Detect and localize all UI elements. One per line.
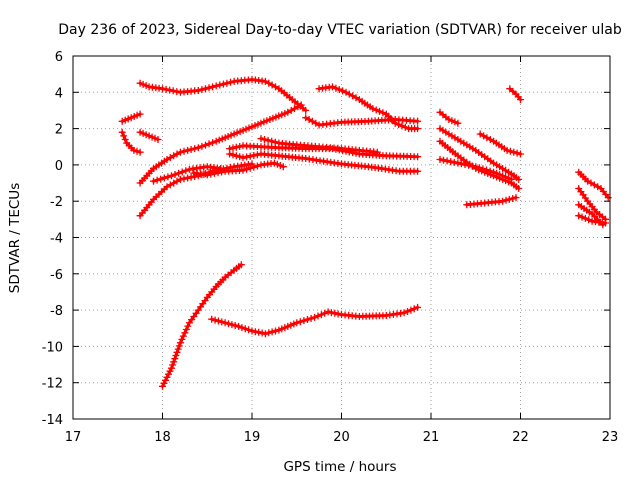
series-track-s20 (478, 132, 522, 156)
series-markers-s24 (575, 185, 609, 223)
series-markers-s8 (190, 159, 287, 179)
y-tick-label: -10 (42, 340, 63, 355)
series-markers-s15 (159, 261, 245, 390)
y-tick-label: -8 (50, 304, 63, 319)
grid-lines (73, 56, 610, 419)
x-tick-label: 21 (423, 430, 440, 445)
series-markers-s13 (315, 83, 422, 133)
series-markers-s16 (436, 108, 462, 127)
y-tick-label: -2 (50, 195, 63, 210)
x-tick-label: 20 (333, 430, 350, 445)
y-tick-label: 0 (55, 159, 63, 174)
series-markers-s26 (575, 212, 609, 227)
series-markers-s6 (136, 160, 256, 220)
series-markers-s7 (150, 163, 225, 185)
x-tick-label: 23 (602, 430, 619, 445)
x-tick-label: 19 (244, 430, 261, 445)
series-markers-s21 (463, 194, 520, 209)
y-tick-label: 4 (55, 86, 63, 101)
x-tick-label: 18 (154, 430, 171, 445)
series-markers-s23 (575, 168, 612, 202)
y-axis-label: SDTVAR / TECUs (7, 183, 23, 293)
y-tick-label: 6 (55, 50, 63, 65)
y-tick-label: -4 (50, 232, 63, 247)
series-markers-s2 (118, 128, 144, 156)
y-tick-label: 2 (55, 123, 63, 138)
x-tick-label: 17 (65, 430, 82, 445)
x-tick-label: 22 (512, 430, 529, 445)
y-tick-label: -6 (50, 268, 63, 283)
chart-title: Day 236 of 2023, Sidereal Day-to-day VTE… (58, 22, 622, 38)
series-markers-s22 (506, 85, 524, 104)
y-tick-label: -12 (42, 377, 63, 392)
x-axis-label: GPS time / hours (283, 459, 396, 475)
series-markers-s19 (436, 137, 523, 192)
series-markers-s4 (136, 76, 310, 114)
series-markers-s3 (136, 128, 162, 143)
series-markers-s1 (118, 110, 144, 125)
data-series-layer (118, 76, 612, 390)
series-markers-s10 (226, 150, 422, 175)
series-markers-s20 (476, 130, 524, 158)
series-markers-s11 (257, 135, 381, 156)
series-markers-s5 (136, 101, 305, 187)
y-tick-label: -14 (42, 413, 63, 428)
series-markers-s17 (436, 125, 523, 183)
series-markers-s14 (208, 303, 422, 338)
